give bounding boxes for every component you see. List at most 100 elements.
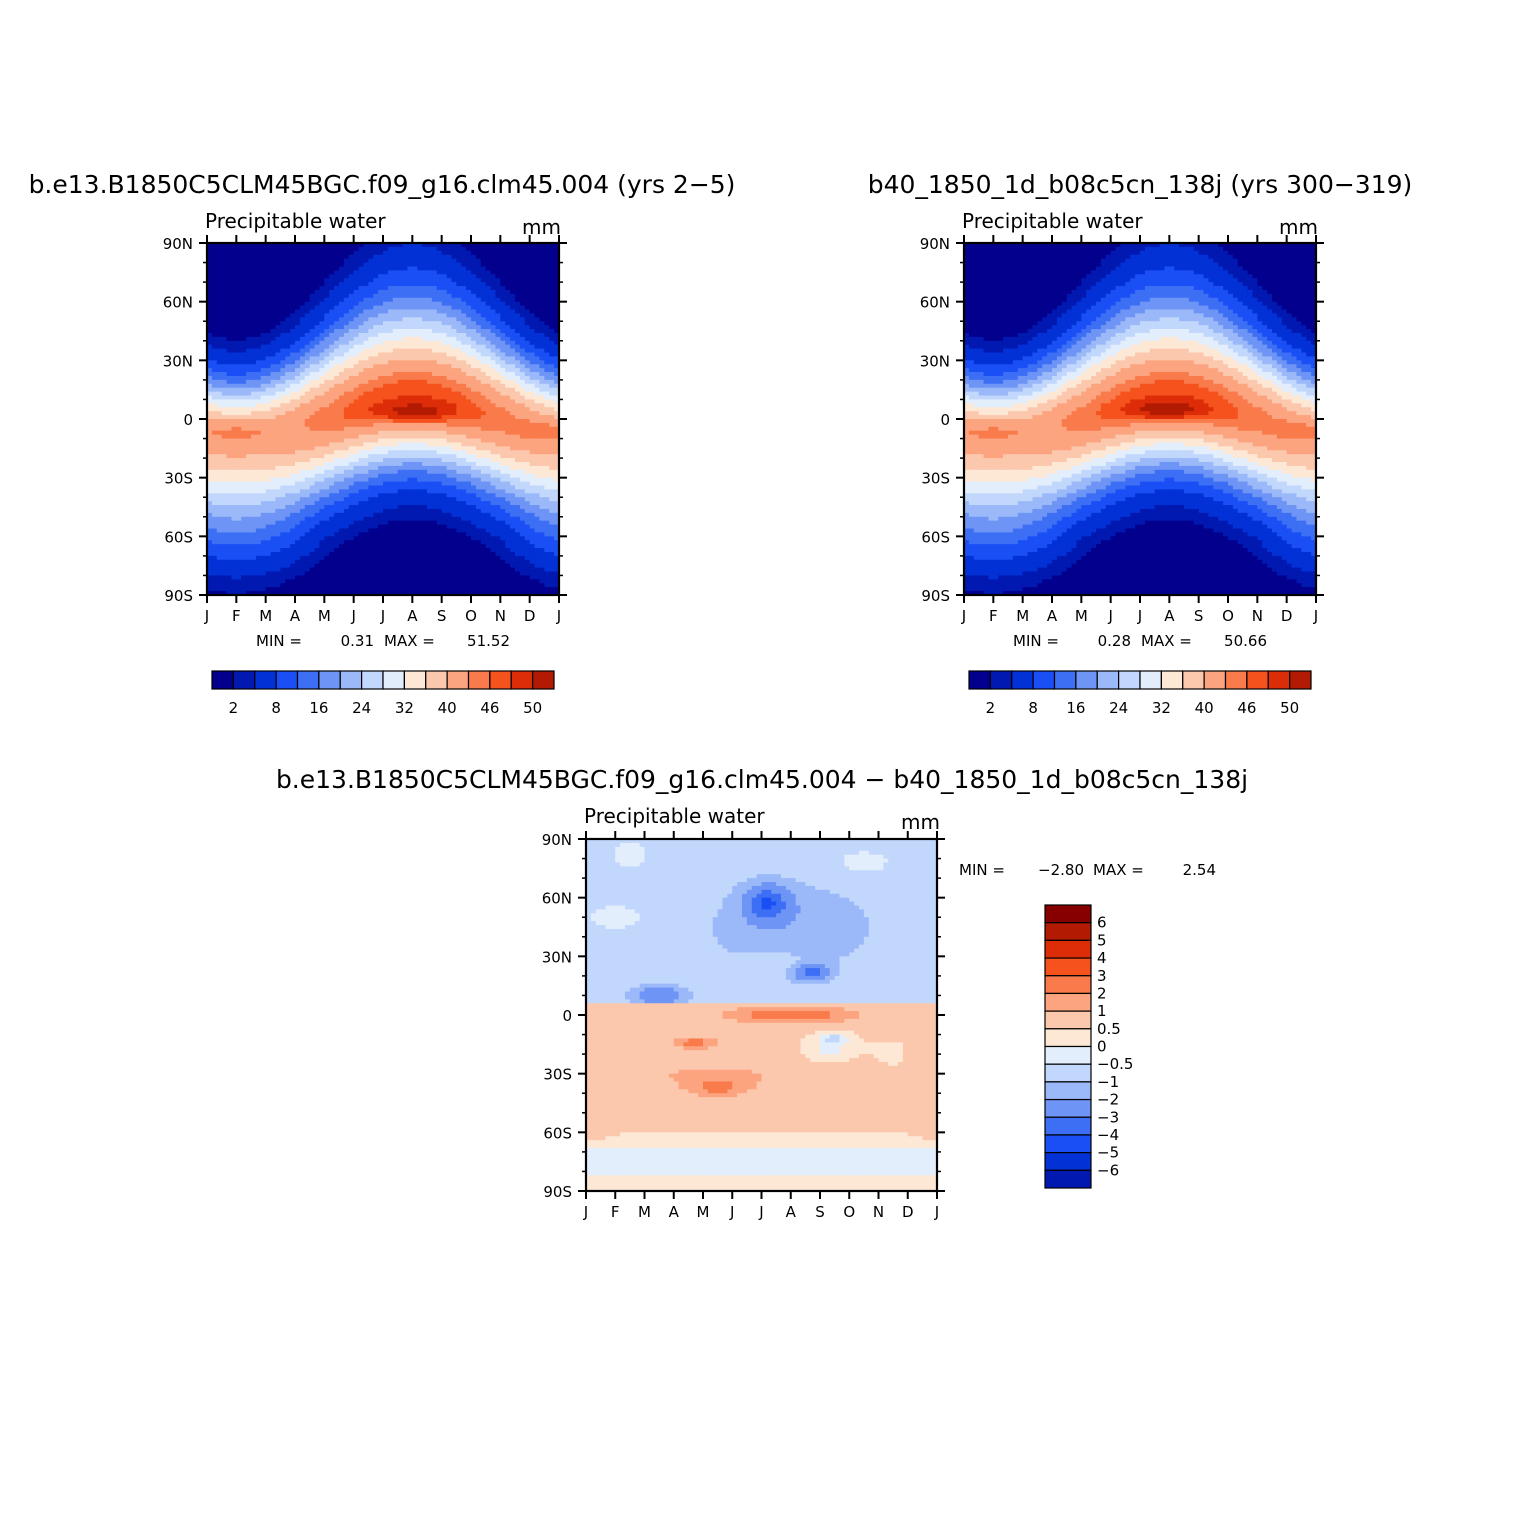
panel-a-cell — [530, 306, 535, 311]
panel-a-cell — [305, 364, 310, 369]
panel-a-cell — [461, 349, 466, 354]
panel-a-cell — [251, 431, 256, 436]
panel-a-cell — [275, 345, 280, 350]
panel-a-cell — [315, 274, 320, 279]
panel-a-cell — [491, 259, 496, 264]
panel-a-cell — [466, 282, 471, 287]
panel-a-cell — [241, 353, 246, 358]
panel-a-cell — [451, 333, 456, 338]
panel-a-cell — [315, 313, 320, 318]
panel-a-cell — [212, 364, 217, 369]
panel-a-cell — [515, 306, 520, 311]
panel-a-cell — [271, 345, 276, 350]
panel-a-cell — [339, 286, 344, 291]
panel-a-cell — [329, 294, 334, 299]
panel-a-cell — [471, 329, 476, 334]
panel-a-cell — [466, 415, 471, 420]
panel-a-cell — [451, 372, 456, 377]
panel-a-cell — [461, 278, 466, 283]
panel-a-cell — [383, 266, 388, 271]
panel-a-cell — [539, 321, 544, 326]
panel-a-cell — [403, 282, 408, 287]
panel-a-cell — [295, 270, 300, 275]
panel-a-cell — [403, 427, 408, 432]
panel-a-cell — [241, 380, 246, 385]
panel-a-cell — [549, 317, 554, 322]
panel-a-cell — [285, 384, 290, 389]
panel-a-cell — [510, 349, 515, 354]
panel-a-cell — [236, 415, 241, 420]
panel-a-cell — [451, 302, 456, 307]
panel-a-cell — [315, 360, 320, 365]
panel-a-cell — [251, 427, 256, 432]
panel-a-cell — [344, 321, 349, 326]
panel-a-cell — [481, 384, 486, 389]
panel-a-cell — [227, 415, 232, 420]
panel-a-cell — [354, 274, 359, 279]
panel-a-cell — [310, 353, 315, 358]
panel-a-cell — [442, 247, 447, 252]
panel-a-cell — [236, 325, 241, 330]
panel-a-cell — [363, 294, 368, 299]
panel-a-cell — [256, 266, 261, 271]
panel-a-cell — [515, 376, 520, 381]
panel-a-cell — [212, 341, 217, 346]
panel-a-cell — [417, 333, 422, 338]
panel-a-cell — [280, 298, 285, 303]
panel-a-cell — [525, 399, 530, 404]
panel-a-cell — [427, 290, 432, 295]
panel-a-cell — [456, 270, 461, 275]
panel-a-cell — [231, 407, 236, 412]
panel-a-cell — [280, 255, 285, 260]
panel-a-cell — [486, 309, 491, 314]
panel-a-cell — [280, 329, 285, 334]
panel-a-cell — [515, 364, 520, 369]
panel-a-cell — [486, 317, 491, 322]
panel-a-cell — [241, 274, 246, 279]
panel-a-cell — [535, 388, 540, 393]
panel-a-cell — [227, 380, 232, 385]
panel-a-cell — [510, 388, 515, 393]
panel-a-cell — [447, 313, 452, 318]
panel-a-cell — [398, 360, 403, 365]
panel-a-cell — [520, 259, 525, 264]
panel-a-cell — [275, 270, 280, 275]
panel-a-cell — [354, 294, 359, 299]
panel-a-cell — [241, 266, 246, 271]
panel-a-cell — [388, 345, 393, 350]
panel-a-cell — [271, 349, 276, 354]
panel-a-cell — [476, 266, 481, 271]
panel-a-cell — [544, 313, 549, 318]
panel-a-cell — [549, 306, 554, 311]
panel-a-cell — [236, 270, 241, 275]
panel-a-cell — [393, 317, 398, 322]
panel-a-cell — [241, 329, 246, 334]
panel-a-cell — [378, 388, 383, 393]
panel-a-cell — [290, 341, 295, 346]
panel-a-cell — [344, 368, 349, 373]
panel-a-cell — [241, 364, 246, 369]
panel-a-cell — [280, 286, 285, 291]
panel-a-cell — [451, 380, 456, 385]
panel-a-cell — [486, 321, 491, 326]
panel-a-cell — [407, 356, 412, 361]
panel-a-cell — [222, 329, 227, 334]
panel-a-cell — [241, 255, 246, 260]
panel-a-cell — [383, 380, 388, 385]
panel-a-cell — [315, 251, 320, 256]
panel-a-cell — [447, 368, 452, 373]
panel-a-cell — [447, 356, 452, 361]
panel-a-cell — [383, 345, 388, 350]
panel-a-cell — [442, 325, 447, 330]
panel-a-cell — [383, 274, 388, 279]
panel-a-cell — [456, 278, 461, 283]
panel-a-cell — [222, 278, 227, 283]
panel-a-cell — [324, 266, 329, 271]
panel-a-cell — [539, 309, 544, 314]
panel-a-cell — [500, 415, 505, 420]
panel-a-cell — [505, 306, 510, 311]
panel-a-cell — [324, 368, 329, 373]
panel-a-cell — [451, 270, 456, 275]
panel-a-cell — [295, 274, 300, 279]
panel-a-cell — [471, 427, 476, 432]
